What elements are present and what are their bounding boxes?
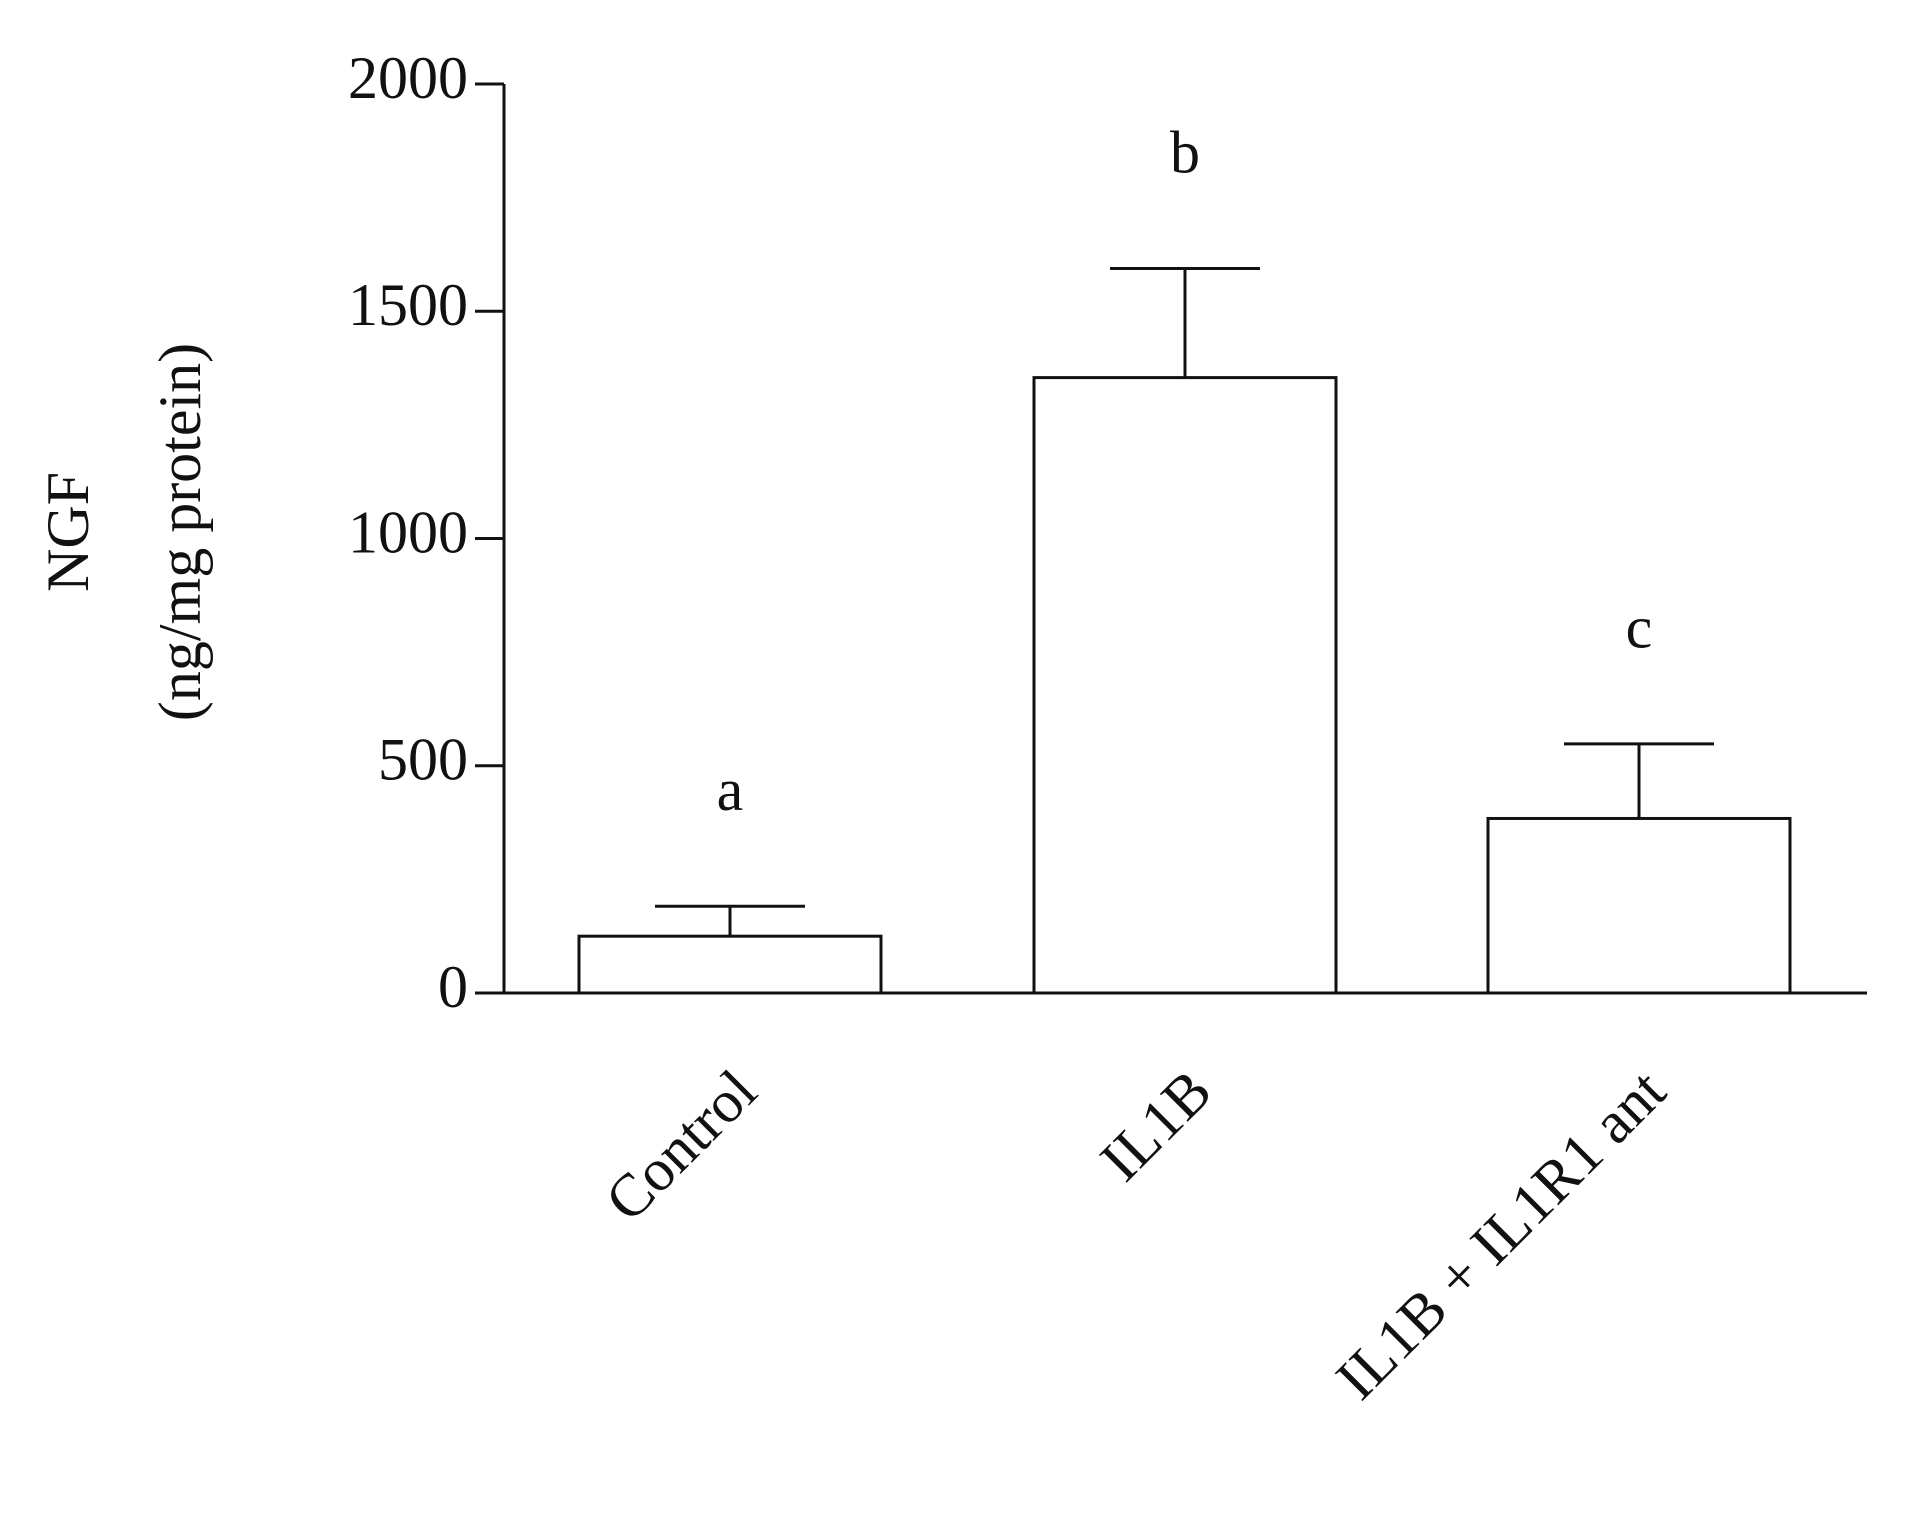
y-tick-label: 1000 — [348, 499, 468, 565]
significance-letter: a — [717, 757, 744, 823]
y-tick-label: 2000 — [348, 45, 468, 111]
significance-letter: b — [1170, 119, 1200, 185]
bar — [1486, 816, 1792, 995]
significance-letter: c — [1626, 595, 1653, 661]
bar — [1032, 376, 1338, 995]
x-tick-label: Control — [593, 1057, 769, 1233]
x-tick-label: IL1B + IL1R1 ant — [1323, 1057, 1678, 1412]
x-tick-label: IL1B — [1088, 1057, 1224, 1193]
y-tick-label: 0 — [438, 954, 468, 1020]
y-axis-label: NGF — [35, 472, 101, 592]
y-tick-label: 500 — [378, 727, 468, 793]
y-tick-label: 1500 — [348, 272, 468, 338]
bar — [577, 934, 883, 995]
y-axis-label: (ng/mg protein) — [147, 343, 213, 721]
